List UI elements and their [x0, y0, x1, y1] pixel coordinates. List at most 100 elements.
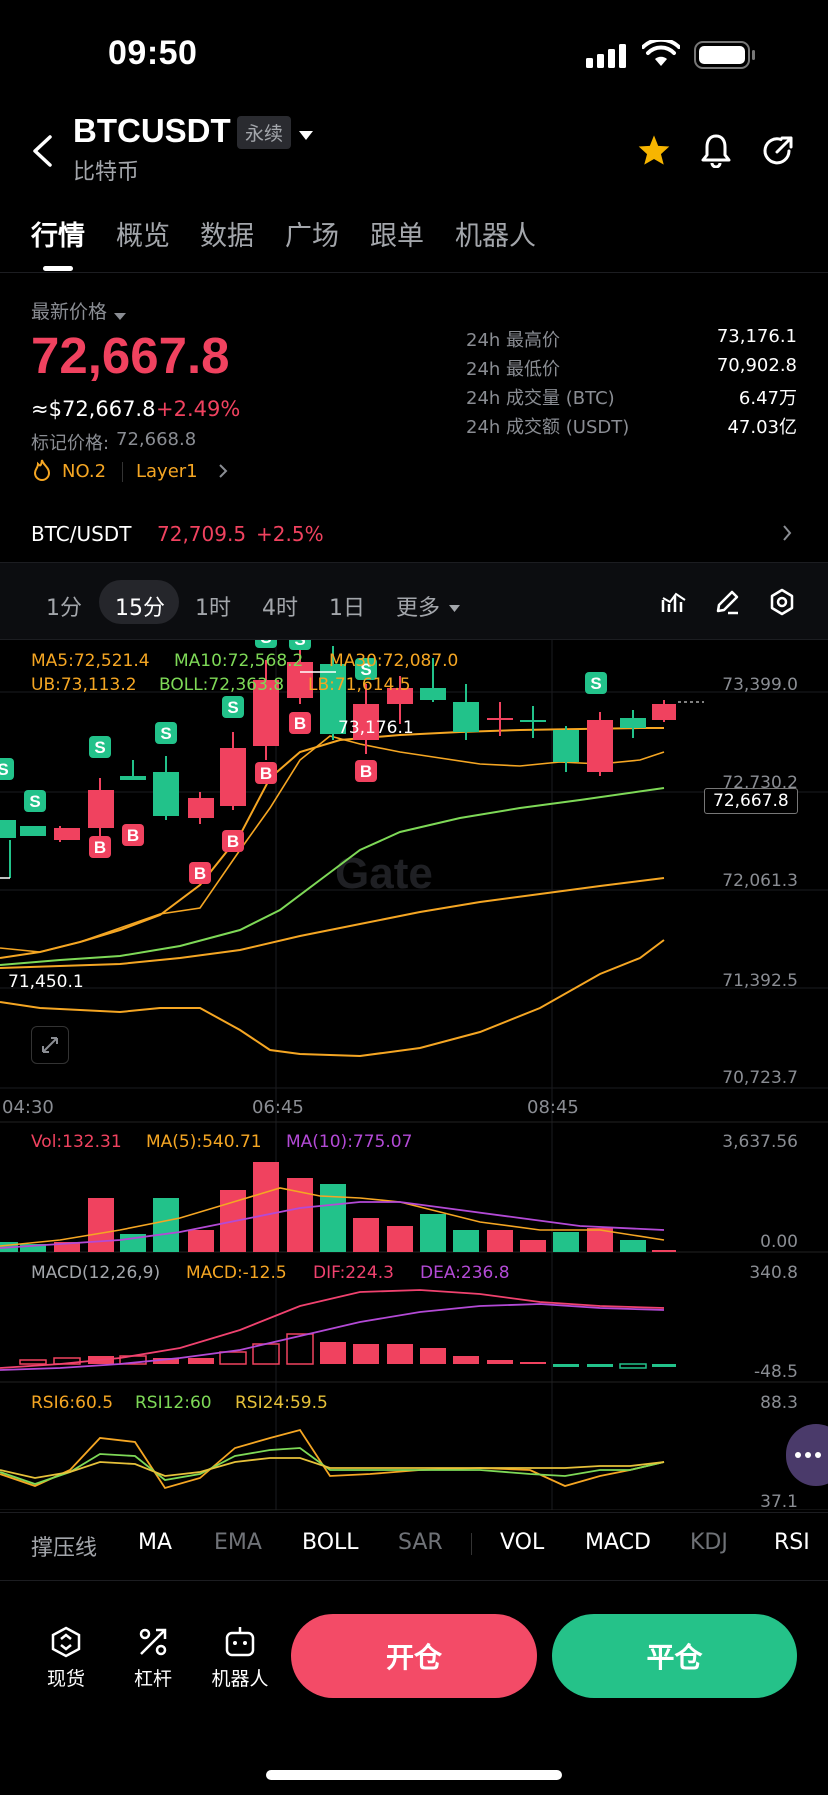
tab-data[interactable]: 数据 [200, 221, 254, 252]
category-tag[interactable]: Layer1 [136, 461, 198, 482]
svg-text:S: S [260, 640, 271, 647]
boll-upper-line [0, 727, 664, 959]
timeframe-1h[interactable]: 1时 [195, 596, 231, 621]
caret-icon[interactable] [114, 306, 126, 325]
tab-bot[interactable]: 机器人 [455, 221, 536, 252]
indicator-tab-kdj[interactable]: KDJ [690, 1530, 728, 1555]
volume-bar [353, 1218, 379, 1252]
timeframe-1m[interactable]: 1分 [46, 596, 82, 621]
time-axis-label: 08:45 [527, 1097, 579, 1118]
indicator-tab-macd[interactable]: MACD [585, 1530, 651, 1555]
time-axis-label: 04:30 [2, 1097, 54, 1118]
spot-change: +2.5% [256, 522, 324, 546]
price-change: +2.49% [156, 397, 241, 421]
indicator-tab-vol[interactable]: VOL [500, 1530, 545, 1555]
chart-grid [0, 640, 828, 1510]
sell-marker: S [89, 736, 111, 758]
stat-value: 6.47万 [738, 388, 797, 409]
indicator-tab-sar[interactable]: SAR [398, 1530, 443, 1555]
symbol-title[interactable]: BTCUSDT [73, 112, 231, 149]
open-position-button[interactable]: 开仓 [291, 1614, 537, 1698]
candle [88, 790, 114, 828]
indicator-tab-boll[interactable]: BOLL [302, 1530, 359, 1555]
macd-histogram [19, 1333, 676, 1369]
rank-badge: NO.2 [62, 461, 107, 482]
svg-text:B: B [227, 832, 239, 851]
timeframe-15m[interactable]: 15分 [115, 596, 165, 621]
bot-icon[interactable] [223, 1623, 257, 1663]
svg-text:S: S [227, 698, 238, 717]
stat-label: 24h 最低价 [466, 359, 561, 380]
spot-chevron-icon[interactable] [782, 524, 792, 546]
watermark: Gate [335, 849, 433, 898]
contract-badge: 永续 [237, 116, 292, 149]
timeframe-1d[interactable]: 1日 [329, 596, 365, 621]
vol-axis-min: 0.00 [760, 1232, 798, 1252]
tab-copy[interactable]: 跟单 [370, 221, 424, 252]
nav-bot-label[interactable]: 机器人 [211, 1668, 269, 1690]
svg-text:S: S [294, 640, 305, 649]
candle [253, 680, 279, 746]
timeframe-4h[interactable]: 4时 [262, 596, 298, 621]
indicator-tab-support[interactable]: 撑压线 [31, 1536, 98, 1561]
indicator-settings-icon[interactable] [660, 588, 688, 620]
sell-marker: S [222, 696, 244, 718]
svg-text:S: S [360, 660, 371, 679]
dif-value: DIF:224.3 [313, 1263, 394, 1283]
tab-overview[interactable]: 概览 [116, 221, 170, 252]
sell-marker: S [255, 640, 277, 648]
last-price-label[interactable]: 最新价格 [31, 301, 108, 323]
chevron-right-icon[interactable] [218, 463, 228, 483]
battery-icon [694, 40, 756, 74]
close-position-button[interactable]: 平仓 [552, 1614, 797, 1698]
tab-market[interactable]: 行情 [31, 221, 85, 252]
macd-bar [619, 1363, 647, 1369]
symbol-dropdown-icon[interactable] [299, 126, 313, 145]
expand-chart-icon[interactable] [31, 1026, 69, 1064]
stat-label: 24h 最高价 [466, 330, 561, 351]
tab-square[interactable]: 广场 [285, 221, 339, 252]
macd-bar [652, 1364, 676, 1367]
status-time: 09:50 [108, 34, 198, 72]
back-icon[interactable] [30, 134, 54, 172]
leverage-icon[interactable] [136, 1625, 170, 1663]
nav-leverage-label[interactable]: 杠杆 [133, 1668, 172, 1690]
dea-line [0, 1303, 665, 1371]
macd-bar [587, 1364, 613, 1367]
timeframe-more[interactable]: 更多 [396, 596, 441, 621]
svg-text:S: S [590, 674, 601, 693]
volume-bar [652, 1250, 676, 1252]
dif-line [0, 1289, 665, 1369]
nav-spot-label[interactable]: 现货 [46, 1668, 85, 1690]
more-caret-icon[interactable] [449, 598, 460, 617]
ub-value: UB:73,113.2 [31, 675, 137, 695]
stat-label: 24h 成交额 (USDT) [466, 417, 630, 438]
indicator-tab-ma[interactable]: MA [138, 1530, 173, 1555]
rsi-axis-max: 88.3 [760, 1393, 798, 1413]
volume-bar [520, 1240, 546, 1252]
lb-value: LB:71,614.5 [308, 675, 411, 695]
bell-icon[interactable] [700, 132, 732, 172]
volume-bar [387, 1226, 413, 1252]
chart-settings-icon[interactable] [767, 587, 797, 621]
spot-icon[interactable] [49, 1625, 83, 1663]
indicator-tab-ema[interactable]: EMA [214, 1530, 262, 1555]
buy-marker: B [89, 836, 111, 858]
candle [320, 664, 346, 734]
volume-bar [553, 1232, 579, 1252]
signal-icon [586, 44, 628, 72]
kline-chart[interactable]: Gate S S S S S S [0, 640, 828, 1510]
share-icon[interactable] [761, 134, 795, 172]
ma30-value: MA30:72,087.0 [329, 651, 459, 671]
draw-pencil-icon[interactable] [713, 588, 741, 620]
assistant-bubble-icon[interactable] [786, 1424, 828, 1486]
vol-ma5-line [0, 1187, 665, 1247]
candle [153, 772, 179, 816]
boll-value: BOLL:72,363.8 [159, 675, 285, 695]
svg-text:S: S [0, 760, 9, 779]
rsi12-line [0, 1447, 665, 1485]
buy-marker: B [222, 830, 244, 852]
favorite-star-icon[interactable] [637, 134, 671, 170]
indicator-tab-rsi[interactable]: RSI [774, 1530, 810, 1555]
trade-markers: S S S S S S S S S B B B B B B B [0, 640, 607, 884]
